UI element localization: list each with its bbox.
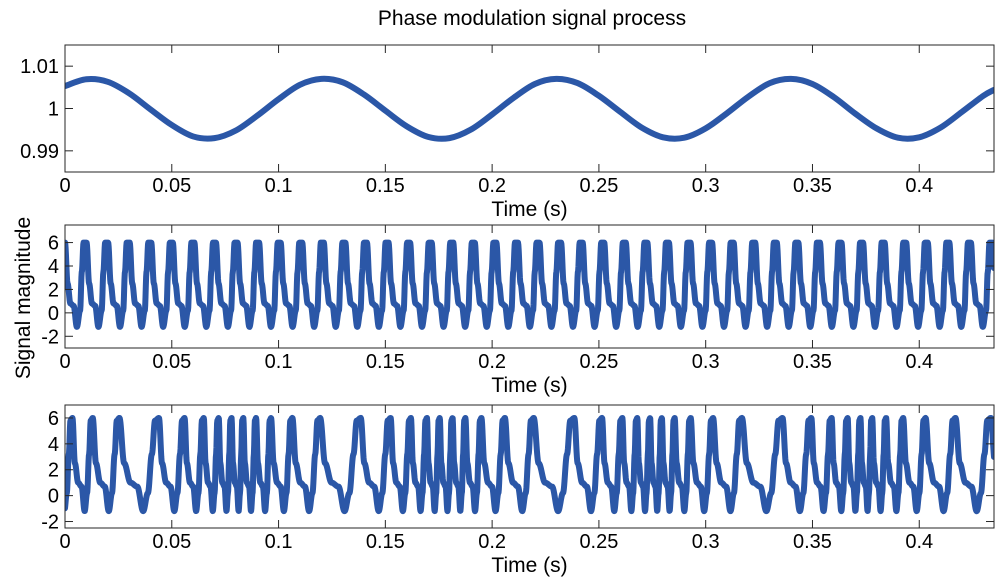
- x-tick-label-top: 0.1: [265, 175, 293, 197]
- x-tick-label-middle: 0.1: [265, 351, 293, 373]
- y-tick-label-bottom: 6: [48, 408, 59, 430]
- x-tick-label-top: 0.15: [366, 175, 405, 197]
- plot-frame-top: [64, 44, 995, 173]
- x-tick-label-middle: 0.15: [366, 351, 405, 373]
- y-tick-label-bottom: 4: [48, 434, 59, 456]
- panel-middle: 0 0.05 0.1 0.15 0.2 0.25 0.3 0.35 0.4-20246Time …: [41, 224, 995, 397]
- x-tick-label-top: 0.05: [152, 175, 191, 197]
- y-tick-label-top: 1.01: [20, 56, 59, 78]
- y-tick-label-middle: 0: [48, 303, 59, 325]
- y-tick-label-middle: 6: [48, 233, 59, 255]
- y-tick-label-top: 1: [48, 99, 59, 121]
- x-tick-label-middle: 0.25: [579, 351, 618, 373]
- y-tick-label-middle: -2: [41, 326, 59, 348]
- y-axis-label: Signal magnitude: [12, 217, 35, 379]
- x-tick-label-bottom: 0.3: [692, 531, 720, 553]
- x-tick-label-bottom: 0.35: [793, 531, 832, 553]
- x-tick-label-top: 0.4: [905, 175, 933, 197]
- x-tick-label-middle: 0.3: [692, 351, 720, 373]
- x-tick-label-middle: 0: [59, 351, 70, 373]
- x-axis-label-bottom: Time (s): [491, 554, 567, 577]
- plot-frame-bottom: [64, 404, 995, 529]
- x-tick-label-bottom: 0.05: [152, 531, 191, 553]
- x-tick-label-top: 0.3: [692, 175, 720, 197]
- series-line-bottom-0: [65, 414, 994, 515]
- x-axis-label-middle: Time (s): [491, 374, 567, 397]
- x-tick-label-top: 0.2: [478, 175, 506, 197]
- x-tick-label-top: 0.25: [579, 175, 618, 197]
- y-tick-label-top: 0.99: [20, 141, 59, 163]
- x-tick-label-middle: 0.2: [478, 351, 506, 373]
- x-tick-label-top: 0.35: [793, 175, 832, 197]
- panel-bottom: 0 0.05 0.1 0.15 0.2 0.25 0.3 0.35 0.4-20246Time …: [41, 404, 995, 577]
- x-tick-label-top: 0: [59, 175, 70, 197]
- x-tick-label-bottom: 0.2: [478, 531, 506, 553]
- y-tick-label-middle: 2: [48, 279, 59, 301]
- x-tick-label-middle: 0.35: [793, 351, 832, 373]
- x-axis-label-top: Time (s): [491, 198, 567, 221]
- y-tick-label-bottom: 2: [48, 460, 59, 482]
- panel-top: 0 0.05 0.1 0.15 0.2 0.25 0.3 0.35 0.4 0.99 1 1.01 Ti…: [20, 44, 995, 221]
- y-tick-label-bottom: 0: [48, 486, 59, 508]
- x-tick-label-bottom: 0: [59, 531, 70, 553]
- chart-title: Phase modulation signal process: [378, 7, 686, 30]
- series-line-top-0: [65, 75, 994, 142]
- x-tick-label-bottom: 0.4: [905, 531, 933, 553]
- x-tick-label-middle: 0.05: [152, 351, 191, 373]
- plot-frame-middle: [64, 224, 995, 349]
- x-tick-label-middle: 0.4: [905, 351, 933, 373]
- x-tick-label-bottom: 0.25: [579, 531, 618, 553]
- y-tick-label-bottom: -2: [41, 512, 59, 534]
- series-line-middle-0: [65, 239, 994, 330]
- y-tick-label-middle: 4: [48, 256, 59, 278]
- x-tick-label-bottom: 0.1: [265, 531, 293, 553]
- x-tick-label-bottom: 0.15: [366, 531, 405, 553]
